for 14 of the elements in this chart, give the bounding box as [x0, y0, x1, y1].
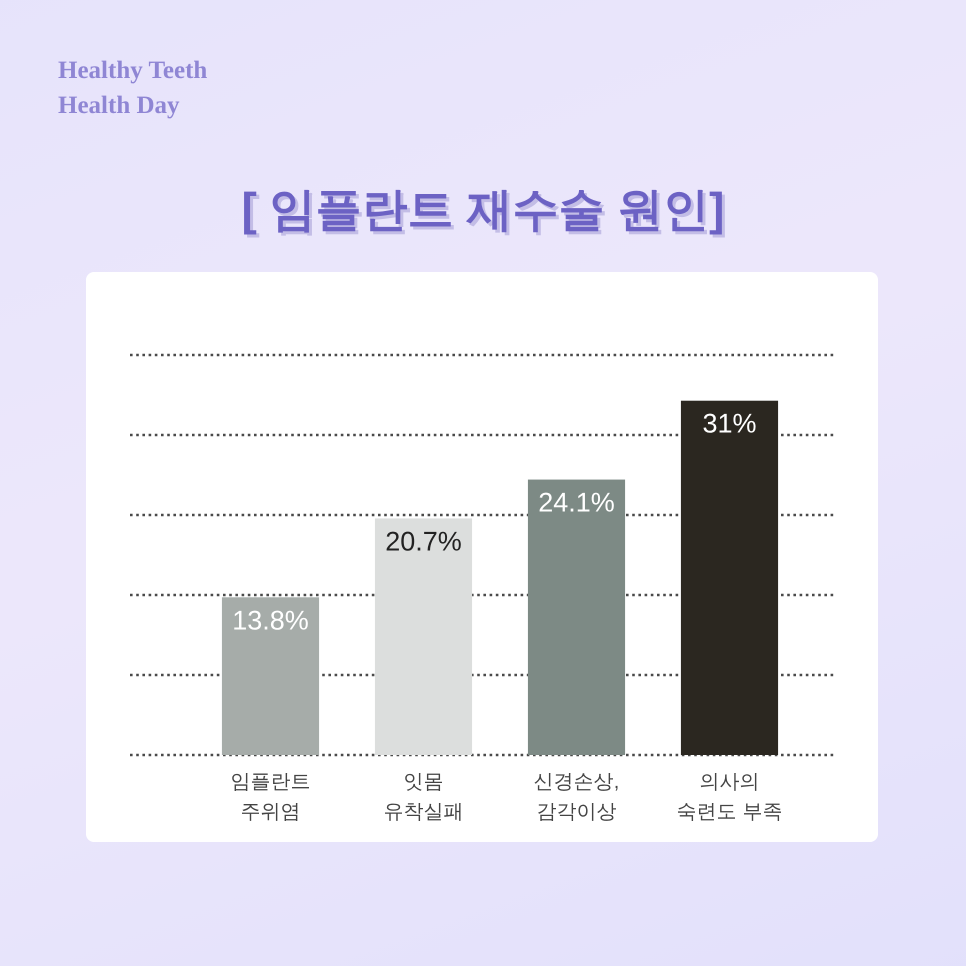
- x-tick-label: 의사의 숙련도 부족: [676, 771, 782, 823]
- x-tick-label: 임플란트 주위염: [230, 771, 310, 823]
- data-label: 13.8%: [232, 605, 309, 636]
- bar: [374, 518, 472, 755]
- text: Healthy Teeth Health Day: [58, 57, 208, 119]
- x-tick-label: 신경손상, 감각이상: [534, 771, 620, 823]
- bar: [222, 597, 320, 755]
- data-label: 31%: [702, 408, 757, 439]
- chart-title: [ 임플란트 재수술 원인]: [244, 186, 728, 238]
- x-tick-label: 잇몸 유착실패: [384, 771, 464, 823]
- data-label: 20.7%: [385, 526, 462, 556]
- data-label: 24.1%: [538, 488, 615, 518]
- bar: [528, 480, 626, 755]
- bar: [680, 400, 778, 755]
